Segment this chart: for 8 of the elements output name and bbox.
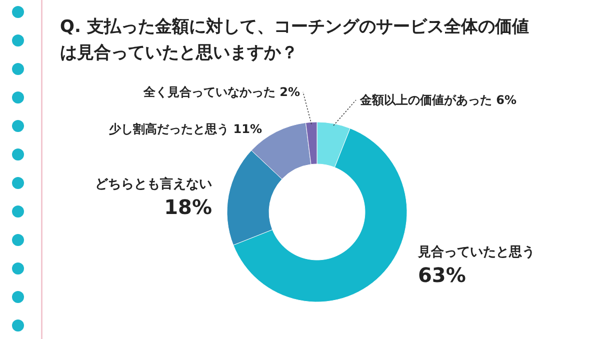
slice-label: 全く見合っていなかった 2%: [142, 85, 300, 99]
data-label: 63%: [418, 263, 466, 287]
slice-label: 少し割高だったと思う 11%: [108, 122, 262, 136]
slice-label: 金額以上の価値があった 6%: [359, 93, 517, 107]
slice-label: どちらとも言えない: [95, 176, 212, 192]
data-label: 18%: [164, 195, 212, 219]
slice-label: 見合っていたと思う: [417, 244, 535, 260]
chart-title: Q. 支払った金額に対して、コーチングのサービス全体の価値は見合っていたと思いますか？: [60, 17, 529, 63]
